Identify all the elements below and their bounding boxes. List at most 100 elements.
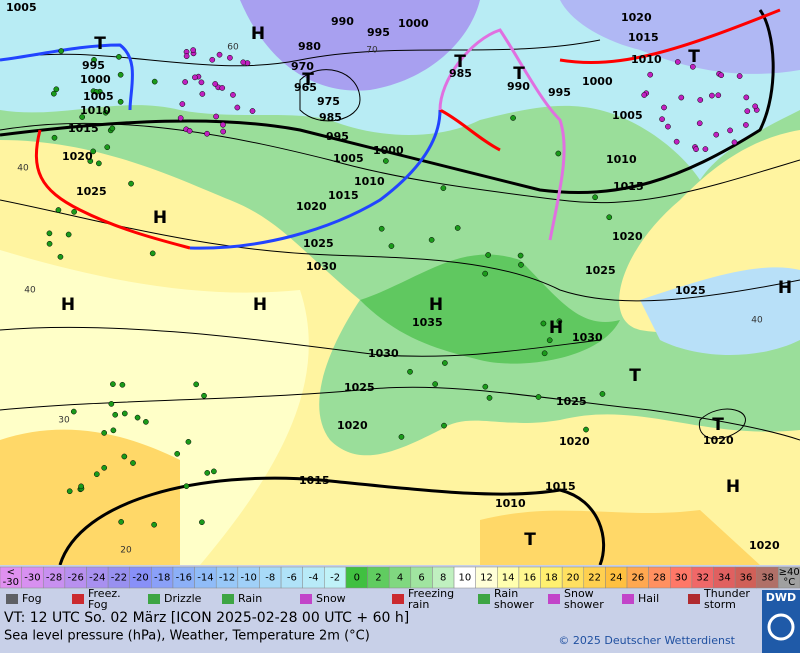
weather-symbol (583, 426, 589, 433)
isobar-label: 1030 (306, 260, 337, 273)
scale-label: °C (783, 577, 795, 588)
weather-symbol (198, 79, 205, 86)
grid-label: 40 (24, 286, 36, 296)
weather-symbol (53, 86, 60, 93)
weather-symbol (58, 48, 64, 54)
weather-symbol (696, 120, 703, 127)
weather-symbol (378, 225, 385, 232)
weather-symbol (555, 150, 562, 157)
isobar-label: 1000 (398, 17, 429, 30)
weather-symbol (485, 252, 492, 258)
scale-label: 24 (610, 573, 623, 584)
weather-symbol (199, 91, 206, 97)
legend-icon (478, 594, 490, 604)
weather-symbol (665, 123, 671, 130)
weather-symbol (482, 270, 489, 277)
weather-symbol (121, 410, 128, 417)
weather-symbol (592, 194, 598, 201)
weather-legend: Fog Freez.Fog Drizzle Rain Snow FreezingrainR… (6, 587, 750, 611)
isobar-label: 1020 (612, 230, 643, 243)
scale-label: 14 (502, 573, 515, 584)
weather-symbol (661, 104, 667, 111)
weather-symbol (213, 113, 219, 120)
weather-symbol (185, 438, 192, 445)
isobar-label: 1000 (80, 73, 111, 86)
temp-zone (0, 0, 800, 180)
isobar-label: 1030 (572, 331, 603, 344)
weather-symbol (110, 381, 116, 387)
weather-symbol (673, 138, 680, 145)
weather-symbol (46, 240, 53, 247)
legend-label: Fog (88, 598, 108, 611)
isobar-label: 1025 (344, 381, 375, 394)
weather-symbol (659, 116, 665, 123)
legend-icon (72, 594, 84, 604)
scale-label: -6 (287, 573, 297, 584)
isobar-label: 965 (294, 81, 317, 94)
isobar-label: 995 (548, 86, 571, 99)
isobar-label: 1025 (303, 237, 334, 250)
weather-symbol (117, 71, 124, 78)
weather-symbol (220, 121, 226, 128)
pressure-center: T (629, 366, 641, 386)
isobar-label: 1015 (299, 474, 330, 487)
isobar-label: 1020 (621, 11, 652, 24)
scale-label: -20 (132, 573, 148, 584)
weather-symbol (697, 97, 704, 103)
pressure-center: H (253, 295, 267, 315)
isobar-label: 1020 (749, 539, 780, 552)
weather-symbol (432, 381, 439, 387)
logo-swirl (767, 613, 795, 641)
weather-symbol (177, 115, 184, 121)
scale-label: 36 (740, 573, 753, 584)
isobar-label: 1005 (333, 152, 364, 165)
weather-symbol (65, 231, 72, 238)
weather-symbol (219, 85, 226, 91)
isobar-label: 975 (317, 95, 340, 108)
isobar-label: 1025 (675, 284, 706, 297)
weather-symbol (51, 90, 57, 97)
pressure-center: H (549, 318, 563, 338)
scale-label: ≥40 (779, 567, 800, 578)
weather-symbol (641, 92, 648, 98)
weather-symbol (112, 411, 119, 418)
weather-symbol (151, 78, 158, 85)
weather-symbol (744, 108, 751, 115)
isobar-label: 1015 (328, 189, 359, 202)
weather-symbol (606, 214, 613, 221)
isobar-label: 1020 (296, 200, 327, 213)
scale-label: 34 (718, 573, 731, 584)
pressure-center: T (302, 70, 314, 90)
isobar-label: 1035 (412, 316, 443, 329)
weather-symbol (93, 89, 100, 95)
legend-label: Snow (564, 587, 594, 600)
scale-label: 2 (375, 573, 381, 584)
isobar-label: 995 (326, 130, 349, 143)
weather-symbol (715, 92, 722, 99)
weather-symbol (104, 144, 111, 151)
weather-symbol (117, 98, 124, 105)
pressure-center: T (712, 415, 724, 435)
weather-symbols (46, 47, 760, 528)
weather-symbol (240, 59, 247, 66)
weather-symbol (540, 320, 547, 327)
weather-symbol (702, 146, 709, 152)
weather-symbol (731, 139, 738, 146)
grid-label: 60 (227, 43, 239, 53)
scale-label: 18 (545, 573, 558, 584)
weather-symbol (128, 180, 134, 187)
weather-symbol (220, 128, 227, 135)
scale-label: 28 (653, 573, 666, 584)
temp-zone (0, 429, 760, 565)
scale-label: -2 (330, 573, 340, 584)
weather-symbol (101, 464, 108, 471)
temperature-scale: <-30 -30 -28 -26 -24 -22 -20 -18 -16 -14 -12 -10 -8-… (0, 566, 800, 589)
weather-symbol (674, 59, 681, 65)
scale-label: 16 (523, 573, 536, 584)
scale-label: -10 (240, 573, 256, 584)
scale-label: 12 (480, 573, 493, 584)
weather-symbol (134, 414, 141, 421)
